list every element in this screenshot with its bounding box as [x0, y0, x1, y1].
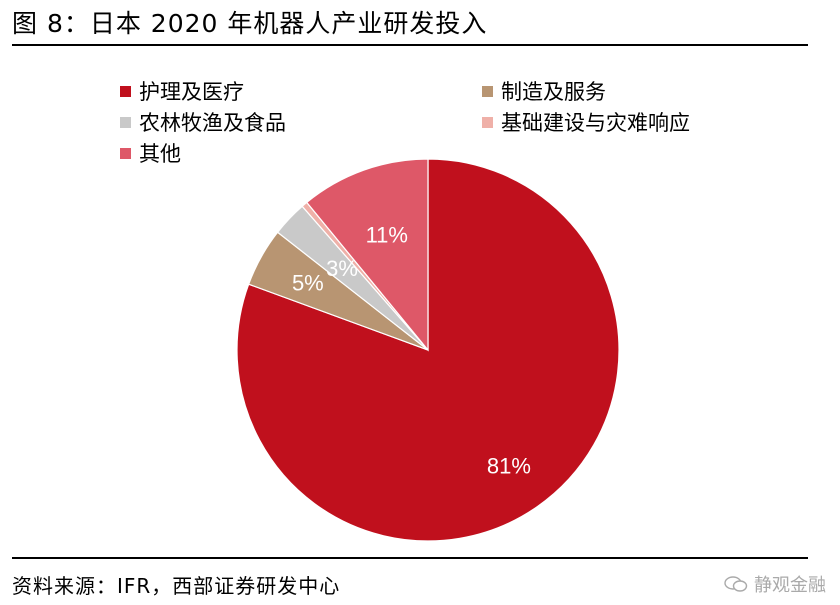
- legend-item-infrastructure-disaster: 基础建设与灾难响应: [482, 107, 690, 137]
- pie-data-label: 81%: [487, 453, 531, 478]
- pie-data-label: 11%: [366, 222, 408, 247]
- legend-swatch: [482, 116, 493, 128]
- pie-data-label: 5%: [292, 271, 324, 296]
- legend: 护理及医疗 制造及服务 农林牧渔及食品 基础建设与灾难响应 其他: [0, 0, 840, 200]
- legend-label: 护理及医疗: [139, 80, 244, 104]
- watermark-text: 静观金融: [754, 575, 826, 596]
- watermark: 静观金融: [724, 571, 826, 597]
- legend-label: 基础建设与灾难响应: [501, 111, 690, 135]
- bottom-divider: [12, 557, 808, 559]
- source-note: 资料来源：IFR，西部证券研发中心: [12, 574, 341, 598]
- legend-swatch: [482, 85, 493, 97]
- legend-swatch: [120, 85, 131, 97]
- pie-slice-other: [305, 158, 429, 352]
- legend-item-nursing-medical: 护理及医疗: [120, 76, 244, 106]
- legend-swatch: [120, 147, 131, 159]
- legend-label: 制造及服务: [501, 80, 606, 104]
- legend-item-manufacturing-service: 制造及服务: [482, 76, 606, 106]
- legend-item-agriculture-food: 农林牧渔及食品: [120, 107, 286, 137]
- legend-swatch: [120, 116, 131, 128]
- legend-label: 其他: [139, 142, 181, 166]
- chart-title: 图 8：日本 2020 年机器人产业研发投入: [12, 9, 488, 38]
- top-divider: [12, 44, 808, 46]
- legend-item-other: 其他: [120, 138, 181, 168]
- wechat-icon: [724, 576, 748, 592]
- legend-label: 农林牧渔及食品: [139, 111, 286, 135]
- pie-data-label: 3%: [326, 256, 358, 281]
